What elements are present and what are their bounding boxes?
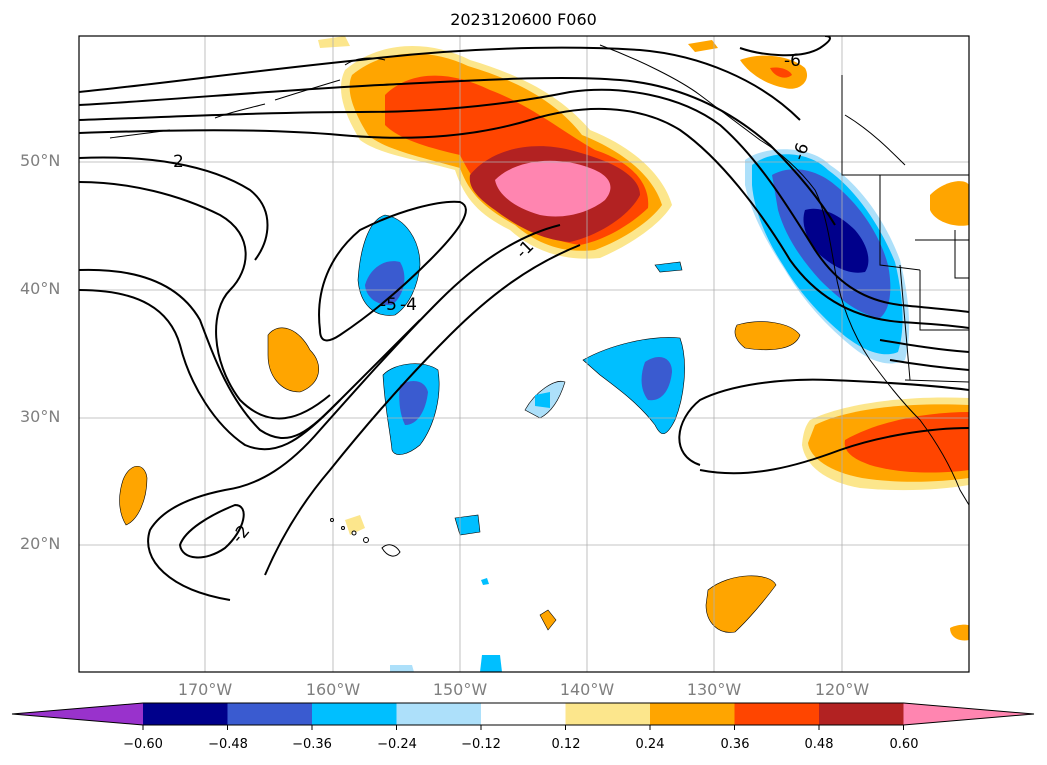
lon-label-160w: 160°W xyxy=(305,680,361,699)
map-frame xyxy=(78,35,970,673)
colorbar-swatch xyxy=(819,703,904,725)
colorbar-swatch xyxy=(734,703,820,725)
colorbar xyxy=(11,702,1035,730)
colorbar-tick-label: 0.60 xyxy=(889,737,919,752)
map-title: 2023120600 F060 xyxy=(450,10,597,29)
hawaiian-islands xyxy=(330,518,401,557)
negative-anomaly-patch xyxy=(390,665,414,672)
colorbar-tick-label: −0.12 xyxy=(461,737,501,752)
colorbar-tick-label: 0.36 xyxy=(720,737,750,752)
positive-anomaly-baja xyxy=(802,397,969,491)
lat-label-30n: 30°N xyxy=(20,407,61,426)
positive-anomaly-patch xyxy=(267,327,319,393)
negative-anomaly-patch xyxy=(454,514,481,536)
colorbar-swatch xyxy=(227,703,313,725)
positive-anomaly-patch xyxy=(705,575,777,633)
colorbar-swatch xyxy=(565,703,651,725)
positive-anomaly-gulf-of-alaska xyxy=(340,46,672,259)
colorbar-swatch xyxy=(143,703,228,725)
colorbar-tick-label: −0.48 xyxy=(208,737,248,752)
contour-label: -6 xyxy=(784,51,801,71)
colorbar-tick-label: −0.24 xyxy=(377,737,417,752)
lat-label-40n: 40°N xyxy=(20,279,61,298)
colorbar-swatch xyxy=(650,703,735,725)
lon-label-170w: 170°W xyxy=(177,680,233,699)
lon-label-120w: 120°W xyxy=(814,680,870,699)
colorbar-tick-label: −0.36 xyxy=(292,737,332,752)
positive-anomaly-patch xyxy=(734,321,801,351)
contour-lines xyxy=(79,36,969,601)
positive-anomaly-patch xyxy=(930,181,969,226)
colorbar-tick-label: −0.60 xyxy=(123,737,163,752)
lon-label-140w: 140°W xyxy=(559,680,615,699)
lat-label-20n: 20°N xyxy=(20,534,61,553)
colorbar-swatch xyxy=(396,703,482,725)
colorbar-tick-label: 0.24 xyxy=(635,737,665,752)
colorbar-extend-min xyxy=(12,703,143,725)
positive-anomaly-patch xyxy=(318,36,350,48)
colorbar-tick-label: 0.12 xyxy=(551,737,581,752)
positive-anomaly-patch xyxy=(688,40,718,52)
colorbar-swatch xyxy=(312,703,397,725)
colorbar-swatch xyxy=(481,703,566,725)
positive-anomaly-patch xyxy=(950,624,969,641)
map-plot-area: 2 -1 -6 -5 -4 -2 -6 xyxy=(79,36,969,672)
colorbar-extend-max xyxy=(903,703,1034,725)
contour-label: -6 xyxy=(789,140,814,163)
positive-anomaly-patch xyxy=(345,515,365,535)
lon-label-130w: 130°W xyxy=(686,680,742,699)
colorbar-tick-label: 0.48 xyxy=(804,737,834,752)
contour-label: 2 xyxy=(173,152,184,172)
contour-label: -4 xyxy=(400,295,417,315)
lon-label-150w: 150°W xyxy=(432,680,488,699)
positive-anomaly-patch xyxy=(119,465,148,526)
negative-anomaly-patch xyxy=(654,261,683,273)
positive-anomaly-patch xyxy=(539,609,557,631)
lat-label-50n: 50°N xyxy=(20,151,61,170)
negative-anomaly-patch xyxy=(480,655,502,672)
contour-label: -5 xyxy=(380,295,397,315)
